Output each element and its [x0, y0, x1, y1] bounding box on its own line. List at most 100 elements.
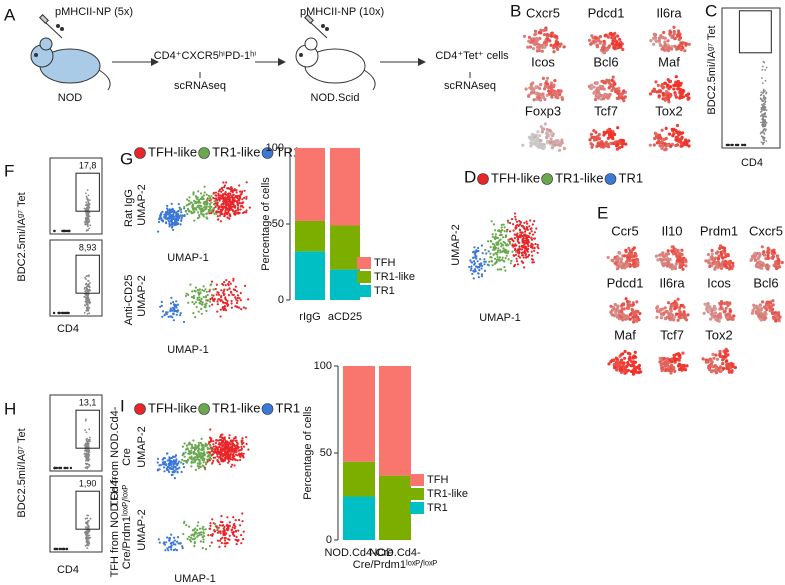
umap-dot — [204, 295, 207, 298]
umap-dot — [236, 299, 239, 302]
umap-dot — [172, 541, 175, 544]
flow-plot — [49, 394, 103, 472]
umap-dot — [216, 210, 219, 213]
feature-dot — [592, 129, 596, 133]
feature-dot — [545, 32, 549, 37]
umap-dot — [161, 310, 165, 313]
umap-dot — [230, 299, 233, 303]
umap-dot — [238, 297, 241, 300]
feature-dot — [536, 37, 540, 42]
umap-dot — [196, 205, 199, 209]
bar-segment — [343, 461, 375, 497]
umap-dot — [224, 191, 227, 194]
umap-dot — [221, 212, 224, 216]
flow-plot — [49, 475, 103, 553]
flow-dot — [86, 229, 88, 232]
umap-dot — [529, 219, 532, 222]
umap-dot — [216, 310, 219, 313]
umap-dot — [226, 299, 229, 303]
umap-dot — [170, 309, 173, 312]
feature-dot — [684, 318, 689, 322]
umap-dot — [214, 194, 217, 197]
umap-dot — [475, 249, 478, 252]
flow-dot — [88, 451, 91, 453]
flow-dot — [85, 296, 87, 299]
umap-dot — [195, 208, 198, 211]
feature-dot — [607, 133, 612, 137]
feature-dot — [759, 260, 763, 264]
flow-frame — [721, 7, 781, 149]
feature-dot — [678, 255, 682, 259]
feature-dot — [728, 301, 732, 305]
feature-dot — [615, 147, 620, 151]
umap-dot — [219, 537, 223, 540]
umap-dot — [200, 297, 203, 301]
feature-dot — [562, 146, 567, 151]
umap-dot — [172, 460, 175, 463]
umap-dot — [160, 217, 163, 220]
umap-dot — [201, 448, 204, 451]
umap-dot — [158, 541, 161, 544]
flow-dot — [87, 280, 90, 282]
feature-dot — [753, 255, 757, 259]
flow-dot — [85, 282, 88, 285]
umap-dot — [220, 515, 223, 518]
umap-dot — [208, 290, 211, 293]
umap-dot — [218, 446, 221, 449]
feature-dot — [773, 262, 777, 266]
flow-dot — [764, 79, 767, 82]
panel-letter: D — [464, 167, 476, 186]
flow-dot — [760, 115, 762, 117]
umap-dot — [167, 549, 170, 552]
flow-dot — [87, 206, 89, 208]
feature-dot — [682, 89, 686, 93]
feature-dot — [725, 359, 729, 363]
feature-dot — [661, 263, 665, 267]
feature-dot — [667, 132, 672, 136]
umap-dot — [206, 198, 209, 201]
umap-dot — [181, 545, 184, 548]
umap-dot — [193, 545, 196, 548]
feature-dot — [671, 34, 675, 38]
umap-dot — [161, 461, 165, 464]
umap-dot — [522, 237, 525, 240]
umap-dot — [232, 455, 235, 458]
feature-dot — [624, 297, 628, 301]
feature-dot — [668, 79, 673, 83]
feature-dot — [668, 32, 672, 36]
feature-dot — [638, 311, 642, 316]
umap-dot — [226, 202, 230, 205]
flow-dot — [764, 103, 766, 106]
feature-dot — [530, 135, 534, 139]
umap-dot — [159, 305, 162, 308]
umap-dot — [235, 543, 238, 546]
flow-dot — [53, 466, 56, 470]
umap-dot — [202, 461, 205, 464]
feature-dot — [624, 248, 628, 252]
flow-dot — [764, 98, 766, 101]
umap-dot — [214, 191, 218, 194]
umap-dot — [192, 296, 196, 299]
umap-dot — [240, 542, 243, 545]
umap-dot — [477, 276, 480, 279]
feature-dot — [628, 249, 633, 253]
feature-dot — [537, 45, 541, 49]
feature-plot — [648, 75, 691, 104]
panel-letter: I — [120, 396, 125, 415]
feature-dot — [711, 261, 715, 265]
feature-plot — [587, 31, 625, 55]
flow-dot — [86, 467, 89, 470]
flow-dot — [86, 308, 88, 310]
umap-dot — [170, 548, 173, 551]
feature-dot — [630, 307, 634, 312]
umap-dot — [231, 531, 234, 534]
umap-dot — [481, 264, 484, 267]
feature-dot — [669, 92, 673, 96]
feature-dot — [674, 305, 679, 309]
umap-dot — [514, 215, 517, 218]
feature-dot — [681, 95, 686, 99]
umap-dot — [184, 294, 188, 298]
feature-dot — [536, 139, 540, 143]
feature-dot — [664, 254, 668, 258]
feature-dot — [663, 81, 667, 85]
